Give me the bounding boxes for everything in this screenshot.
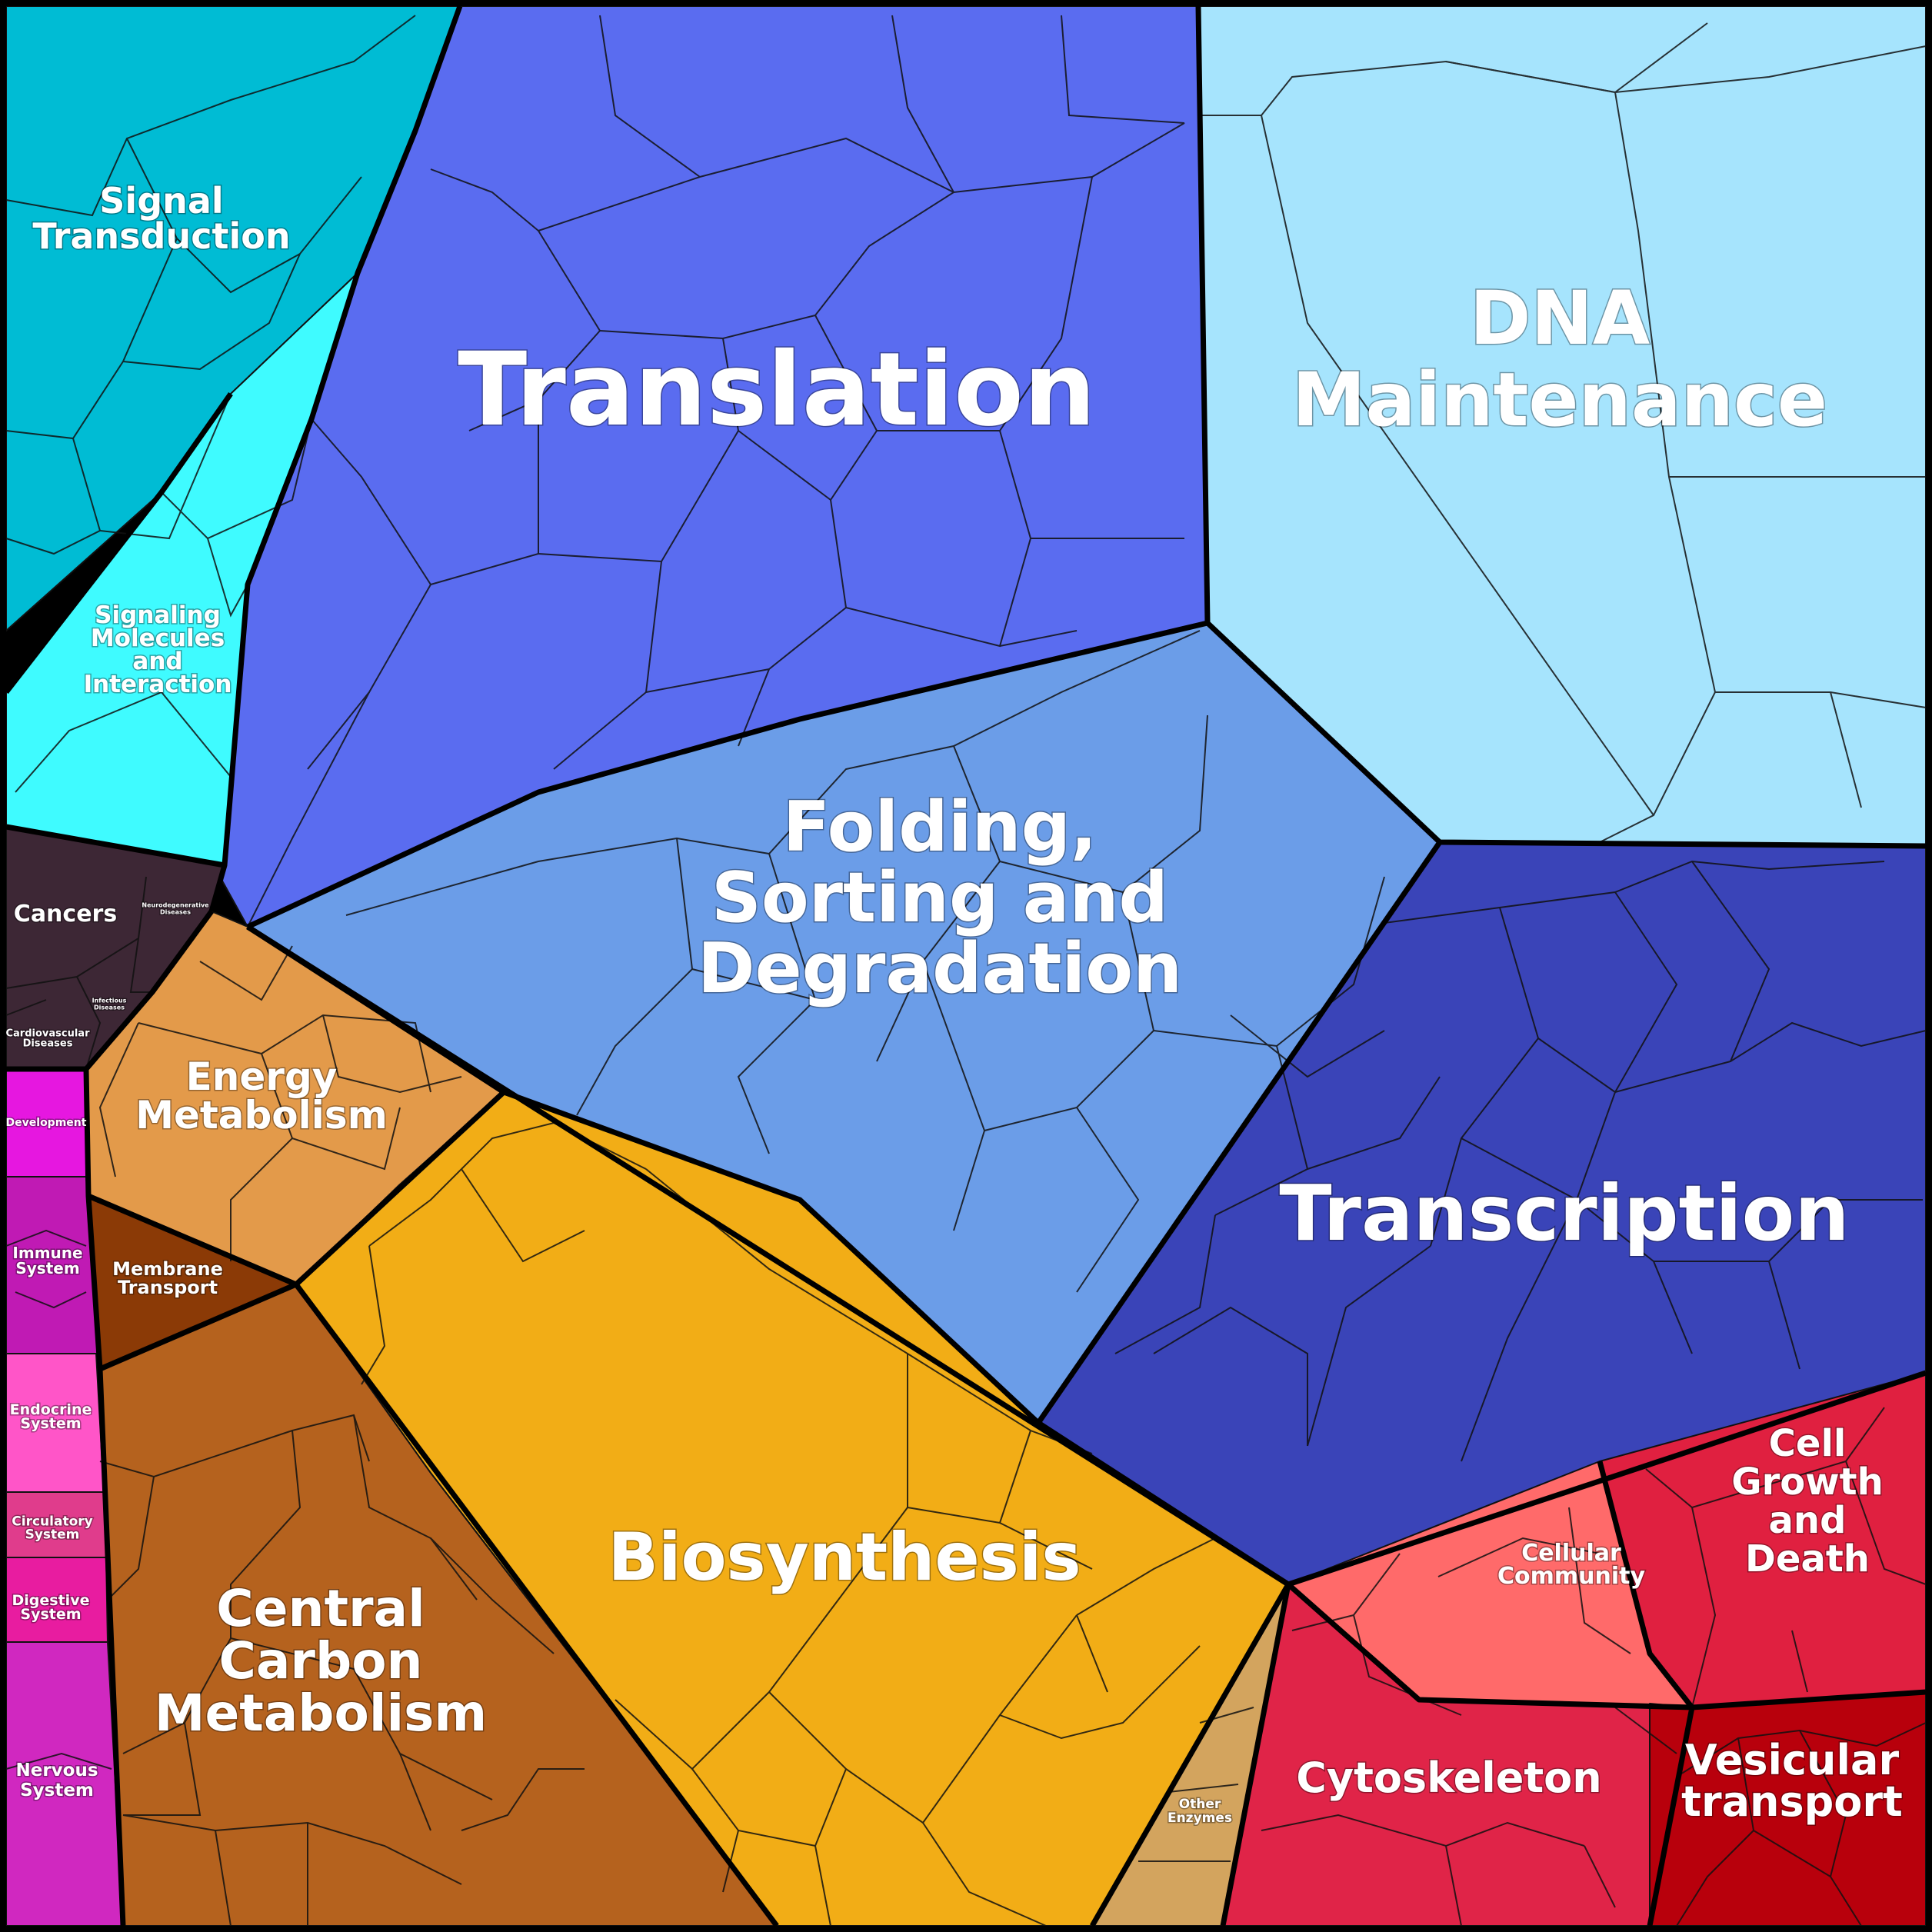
label-circulatory-line: Circulatory: [12, 1514, 92, 1530]
label-immune-line: Immune: [12, 1244, 82, 1262]
label-neurodegenerative-line: Neurodegenerative: [142, 902, 209, 909]
label-cell-growth-line: and: [1769, 1499, 1847, 1542]
label-circulatory-line: System: [25, 1527, 80, 1543]
label-signaling-molecules-line: and: [132, 648, 182, 675]
label-vesicular-line: Vesicular: [1685, 1736, 1900, 1784]
label-folding-line: Degradation: [698, 928, 1182, 1009]
label-endocrine: Endocrine System: [10, 1401, 92, 1432]
label-cell-growth: Cell Growth and Death: [1731, 1422, 1884, 1581]
label-other-enzymes-line: Enzymes: [1168, 1810, 1232, 1826]
label-transcription: Transcription: [1279, 1168, 1849, 1258]
label-cell-growth-line: Growth: [1731, 1461, 1884, 1504]
subcell-texture: [5, 15, 1927, 1927]
label-central-carbon-line: Central: [216, 1579, 425, 1638]
label-translation: Translation: [458, 331, 1096, 449]
label-energy-metabolism-line: Energy: [186, 1054, 338, 1099]
label-infectious-line: Diseases: [94, 1004, 125, 1011]
label-energy-metabolism-line: Metabolism: [135, 1093, 388, 1138]
label-biosynthesis: Biosynthesis: [608, 1519, 1081, 1596]
label-vesicular-line: transport: [1681, 1777, 1903, 1826]
label-signal-transduction-line: Transduction: [32, 215, 290, 257]
label-energy-metabolism: Energy Metabolism: [135, 1054, 388, 1138]
label-vesicular: Vesicular transport: [1681, 1736, 1903, 1826]
label-digestive-line: Digestive: [12, 1592, 90, 1609]
label-other-enzymes-line: Other: [1179, 1797, 1221, 1812]
label-signaling-molecules: Signaling Molecules and Interaction: [84, 601, 232, 698]
label-endocrine-line: System: [20, 1415, 81, 1432]
label-translation-line: Translation: [458, 331, 1096, 449]
label-central-carbon: Central Carbon Metabolism: [155, 1579, 487, 1743]
region-borders: [4, 5, 1927, 1928]
label-cardiovascular-line: Diseases: [23, 1038, 73, 1050]
label-signaling-molecules-line: Molecules: [91, 625, 225, 652]
label-dna-maintenance-line: Maintenance: [1292, 357, 1827, 443]
label-other-enzymes: Other Enzymes: [1168, 1797, 1232, 1826]
label-signal-transduction-line: Signal: [99, 180, 223, 222]
label-cytoskeleton: Cytoskeleton: [1296, 1754, 1601, 1802]
label-digestive-line: System: [20, 1606, 81, 1623]
label-cell-growth-line: Death: [1745, 1537, 1870, 1581]
label-cytoskeleton-line: Cytoskeleton: [1296, 1754, 1601, 1802]
label-endocrine-line: Endocrine: [10, 1401, 92, 1418]
label-neurodegenerative: Neurodegenerative Diseases: [142, 902, 209, 916]
label-central-carbon-line: Metabolism: [155, 1684, 487, 1743]
label-membrane-transport: Membrane Transport: [112, 1258, 223, 1298]
label-dna-maintenance-line: DNA: [1470, 275, 1650, 361]
label-neurodegenerative-line: Diseases: [160, 909, 191, 916]
label-digestive: Digestive System: [12, 1592, 90, 1623]
label-infectious-line: Infectious: [92, 998, 127, 1004]
label-cardiovascular: Cardiovascular Diseases: [5, 1028, 90, 1050]
label-cardiovascular-line: Cardiovascular: [5, 1028, 90, 1040]
label-signaling-molecules-line: Signaling: [95, 601, 221, 629]
label-development: Development: [6, 1117, 87, 1129]
label-development-line: Development: [6, 1117, 87, 1129]
label-circulatory: Circulatory System: [12, 1514, 92, 1543]
label-membrane-transport-line: Transport: [118, 1277, 218, 1298]
label-folding: Folding, Sorting and Degradation: [698, 787, 1182, 1009]
label-membrane-transport-line: Membrane: [112, 1258, 223, 1280]
label-nervous-line: System: [20, 1780, 94, 1800]
label-cellular-community-line: Cellular: [1521, 1540, 1621, 1567]
label-nervous: Nervous System: [15, 1760, 98, 1800]
label-signal-transduction: Signal Transduction: [32, 180, 290, 257]
label-nervous-line: Nervous: [15, 1760, 98, 1780]
label-cancers: Cancers: [14, 901, 117, 928]
label-biosynthesis-line: Biosynthesis: [608, 1519, 1081, 1596]
label-cell-growth-line: Cell: [1769, 1422, 1847, 1465]
label-transcription-line: Transcription: [1279, 1168, 1849, 1258]
label-central-carbon-line: Carbon: [218, 1631, 422, 1690]
label-immune-line: System: [15, 1259, 79, 1277]
label-dna-maintenance: DNA Maintenance: [1292, 275, 1827, 443]
label-signaling-molecules-line: Interaction: [84, 671, 232, 698]
label-cellular-community: Cellular Community: [1497, 1540, 1645, 1590]
label-immune: Immune System: [12, 1244, 82, 1277]
label-cancers-line: Cancers: [14, 901, 117, 928]
label-folding-line: Folding,: [783, 787, 1097, 868]
label-cellular-community-line: Community: [1497, 1563, 1645, 1590]
label-infectious: Infectious Diseases: [92, 998, 127, 1011]
label-folding-line: Sorting and: [711, 858, 1168, 938]
